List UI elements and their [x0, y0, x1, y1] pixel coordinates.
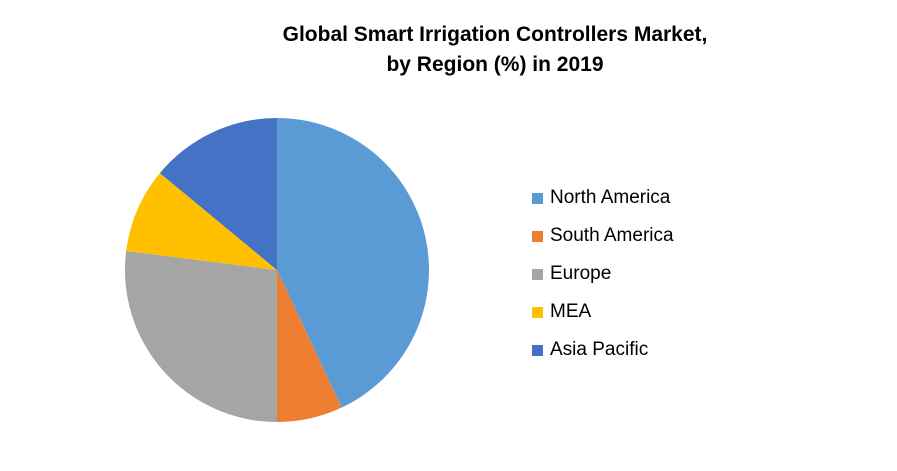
legend-label: MEA	[550, 301, 592, 322]
legend-label: North America	[550, 187, 671, 208]
pie-slice-mea	[126, 173, 277, 270]
legend-swatch	[532, 230, 543, 242]
legend-swatch	[532, 268, 543, 280]
legend-item-south-america: South America	[532, 217, 674, 255]
legend-item-north-america: North America	[532, 179, 674, 217]
chart-title-line-2: by Region (%) in 2019	[386, 53, 604, 76]
chart-title: Global Smart Irrigation Controllers Mark…	[0, 20, 897, 80]
chart-title-line-1: Global Smart Irrigation Controllers Mark…	[282, 23, 708, 46]
legend-label: Europe	[550, 263, 612, 284]
legend: North America South America Europe MEA Asia …	[532, 179, 674, 369]
pie-slice-south-america	[277, 270, 342, 423]
legend-item-mea: MEA	[532, 293, 674, 331]
pie-slice-north-america	[277, 118, 430, 408]
legend-label: South America	[550, 225, 674, 246]
legend-swatch	[532, 344, 543, 356]
legend-swatch	[532, 306, 543, 318]
pie-slices	[125, 118, 430, 423]
pie-slice-asia-pacific	[159, 118, 277, 270]
legend-item-asia-pacific: Asia Pacific	[532, 331, 674, 369]
legend-label: Asia Pacific	[550, 339, 649, 360]
legend-item-europe: Europe	[532, 255, 674, 293]
pie-slice-europe	[125, 250, 278, 422]
legend-swatch	[532, 192, 543, 204]
